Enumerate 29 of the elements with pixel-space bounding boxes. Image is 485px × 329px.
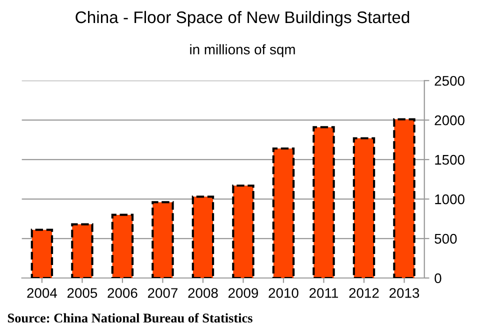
source-note: Source: China National Bureau of Statistics	[8, 313, 252, 323]
bar	[152, 201, 174, 278]
bar	[393, 118, 416, 278]
bar	[232, 184, 254, 278]
x-tick-label: 2006	[108, 288, 138, 298]
y-tick-label: 500	[434, 234, 457, 244]
y-tick-label: 1000	[435, 194, 464, 204]
x-tick-label: 2010	[268, 288, 298, 298]
bar	[192, 196, 214, 278]
x-tick-label: 2009	[228, 288, 258, 298]
bar	[352, 137, 376, 278]
bar	[71, 223, 94, 278]
chart-title: China - Floor Space of New Buildings Started	[76, 10, 410, 26]
bar	[111, 214, 134, 278]
x-tick-label: 2012	[349, 288, 379, 298]
x-tick-label: 2013	[390, 288, 420, 298]
y-tick-label: 0	[434, 273, 442, 284]
y-tick-label: 1500	[435, 154, 464, 165]
y-tick-label: 2500	[434, 76, 464, 86]
chart-subtitle: in millions of sqm	[190, 44, 295, 58]
x-tick-label: 2005	[67, 288, 98, 298]
x-tick-label: 2004	[27, 288, 57, 298]
bar	[272, 147, 295, 278]
x-tick-label: 2008	[188, 288, 218, 298]
bar	[312, 126, 335, 278]
y-tick-label: 2000	[434, 115, 464, 126]
x-tick-label: 2011	[310, 288, 338, 298]
bar	[30, 228, 54, 278]
x-tick-label: 2007	[148, 288, 178, 298]
